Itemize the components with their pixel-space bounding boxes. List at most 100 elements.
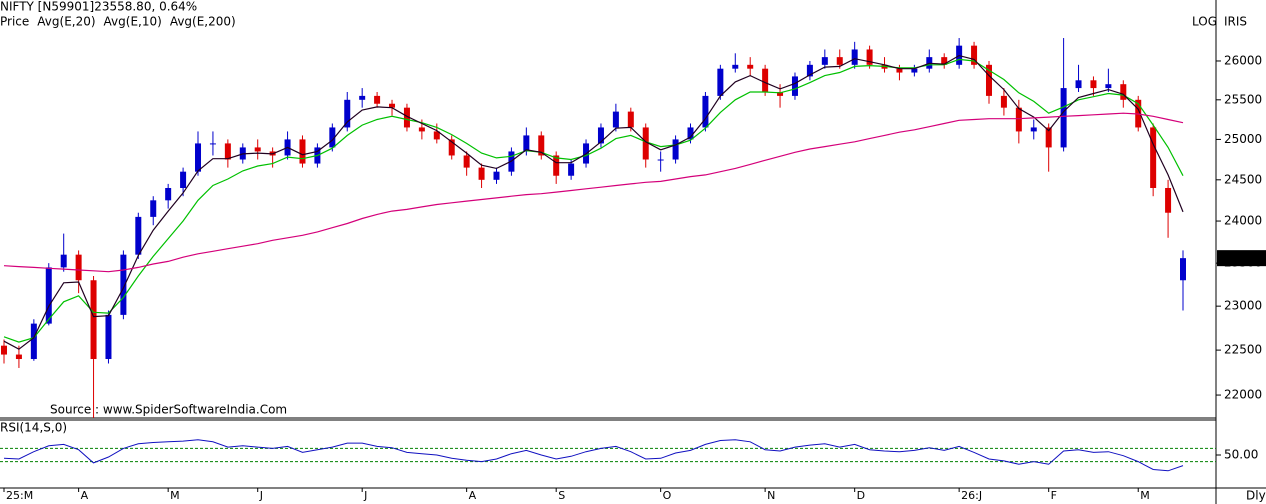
candle-body [866, 49, 873, 65]
candle-body [821, 57, 828, 65]
y-tick-label: 22000 [1224, 388, 1262, 402]
candle-body [374, 95, 381, 104]
moving-average [3, 54, 1184, 350]
candle-body [359, 95, 366, 100]
y-tick-label: 26000 [1224, 53, 1262, 67]
last-price-label: 23558.8 [1219, 251, 1266, 265]
candle-body [1180, 258, 1186, 281]
moving-average [3, 58, 1184, 343]
candle-body [791, 76, 798, 96]
legend-entry: Avg(E,10) [104, 15, 162, 29]
candle-body [195, 143, 202, 172]
candle-body [1015, 107, 1022, 132]
candle-body [135, 216, 142, 255]
x-tick-label: D [857, 489, 865, 502]
candle-body [806, 64, 813, 77]
candle-body [45, 267, 52, 324]
indicator-label: IRIS [1224, 15, 1247, 29]
candle-body [1150, 127, 1157, 188]
candle-body [344, 99, 351, 128]
x-tick-label: F [1051, 489, 1057, 502]
candle-body [329, 127, 336, 148]
candle-body [209, 143, 216, 145]
candle-body [1060, 88, 1067, 148]
x-tick-label: O [663, 489, 672, 502]
y-tick-label: 25000 [1224, 132, 1262, 146]
candle-body [553, 155, 560, 176]
candle-body [985, 64, 992, 96]
candle-body [851, 49, 858, 65]
candle-body [448, 139, 455, 156]
candle-body [1075, 80, 1082, 89]
legend-entry: Avg(E,200) [170, 15, 236, 29]
source-note: Source : www.SpiderSoftwareIndia.Com [50, 403, 287, 417]
candle-body [299, 139, 306, 164]
candle-body [75, 254, 82, 281]
rsi-title: RSI(14,S,0) [0, 421, 67, 435]
x-tick-label: J [363, 489, 367, 502]
moving-average [3, 112, 1184, 273]
candle-body [762, 68, 769, 92]
chart-title: NIFTY [N59901]23558.80, 0.64% [0, 0, 197, 14]
candle-body [777, 91, 784, 96]
legend-entry: Price [0, 15, 29, 29]
x-tick-label: S [558, 489, 565, 502]
period-label: Dly [1246, 489, 1266, 503]
candle-body [165, 187, 172, 201]
y-tick-label: 23000 [1224, 299, 1262, 313]
candle-body [732, 64, 739, 69]
candle-body [523, 135, 530, 152]
candle-body [150, 200, 157, 217]
candle-body [433, 131, 440, 140]
y-tick-label: 24000 [1224, 214, 1262, 228]
y-tick-label: 22500 [1224, 343, 1262, 357]
candle-body [657, 159, 664, 161]
candle-body [463, 155, 470, 168]
candle-body [254, 147, 261, 152]
candle-body [1105, 84, 1112, 89]
candle-body [403, 107, 410, 128]
candle-body [702, 95, 709, 128]
candle-body [911, 68, 918, 73]
candle-body [896, 68, 903, 73]
x-tick-label: 25:M [6, 489, 33, 502]
candle-body [971, 45, 978, 65]
candle-body [1045, 127, 1052, 148]
candle-body [389, 103, 396, 108]
candle-body [747, 64, 754, 69]
y-tick-label: 25500 [1224, 92, 1262, 106]
x-tick-label: 26:J [961, 489, 982, 502]
candle-body [941, 57, 948, 65]
rsi-line [3, 439, 1184, 472]
x-tick-label: M [170, 489, 180, 502]
candle-body [493, 171, 500, 180]
last-price-box [1217, 250, 1266, 267]
candle-body [224, 143, 231, 160]
candle-body [597, 127, 604, 144]
candle-body [478, 167, 485, 180]
candle-body [105, 314, 112, 360]
candle-body [1, 345, 7, 355]
x-tick-label: N [767, 489, 775, 502]
candle-body [120, 254, 127, 315]
scale-label: LOG [1192, 15, 1217, 29]
candle-body [180, 171, 187, 188]
candle-body [836, 57, 843, 65]
candle-body [1120, 84, 1127, 100]
candle-body [642, 127, 649, 160]
candle-body [1090, 80, 1097, 89]
x-tick-label: J [259, 489, 263, 502]
x-tick-label: M [1140, 489, 1150, 502]
candle-body [90, 280, 97, 360]
x-tick-label: A [81, 489, 89, 502]
candle-body [15, 354, 22, 360]
candle-body [612, 111, 619, 128]
candle-body [1000, 95, 1007, 108]
candle-body [418, 127, 425, 132]
x-tick-label: A [469, 489, 477, 502]
candle-body [568, 163, 575, 176]
y-tick-label: 50.00 [1224, 448, 1258, 462]
